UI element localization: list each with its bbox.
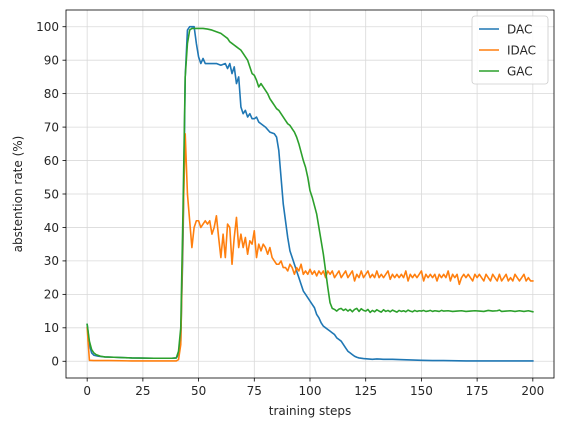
series-lines bbox=[86, 25, 534, 362]
x-axis-label: training steps bbox=[269, 404, 352, 418]
y-tick-label: 0 bbox=[51, 355, 59, 369]
legend-label-dac: DAC bbox=[507, 22, 532, 36]
x-tick-label: 175 bbox=[466, 384, 489, 398]
y-axis-label: abstention rate (%) bbox=[11, 136, 25, 253]
series-line-idac bbox=[86, 132, 534, 362]
y-tick-label: 20 bbox=[44, 288, 59, 302]
x-tick-label: 0 bbox=[83, 384, 91, 398]
x-tick-label: 75 bbox=[247, 384, 262, 398]
y-tick-label: 10 bbox=[44, 321, 59, 335]
x-tick-label: 150 bbox=[410, 384, 433, 398]
legend-label-idac: IDAC bbox=[507, 43, 536, 57]
y-tick-label: 90 bbox=[44, 53, 59, 67]
axis-ticks: 0 25 50 75 100 125 150 175 200 0 10 20 30 40 50 60 70 80 9… bbox=[36, 20, 544, 398]
x-tick-label: 50 bbox=[191, 384, 206, 398]
y-tick-label: 50 bbox=[44, 187, 59, 201]
y-tick-label: 80 bbox=[44, 87, 59, 101]
series-line-dac bbox=[86, 25, 534, 362]
legend: DAC IDAC GAC bbox=[471, 15, 549, 85]
series-line-gac bbox=[86, 27, 534, 360]
x-tick-label: 100 bbox=[299, 384, 322, 398]
y-tick-label: 100 bbox=[36, 20, 59, 34]
y-tick-label: 30 bbox=[44, 254, 59, 268]
legend-label-gac: GAC bbox=[507, 64, 533, 78]
y-tick-label: 70 bbox=[44, 120, 59, 134]
x-tick-label: 25 bbox=[135, 384, 150, 398]
x-tick-label: 125 bbox=[354, 384, 377, 398]
legend-box bbox=[471, 15, 549, 85]
x-tick-label: 200 bbox=[521, 384, 544, 398]
y-tick-label: 60 bbox=[44, 154, 59, 168]
y-tick-label: 40 bbox=[44, 221, 59, 235]
